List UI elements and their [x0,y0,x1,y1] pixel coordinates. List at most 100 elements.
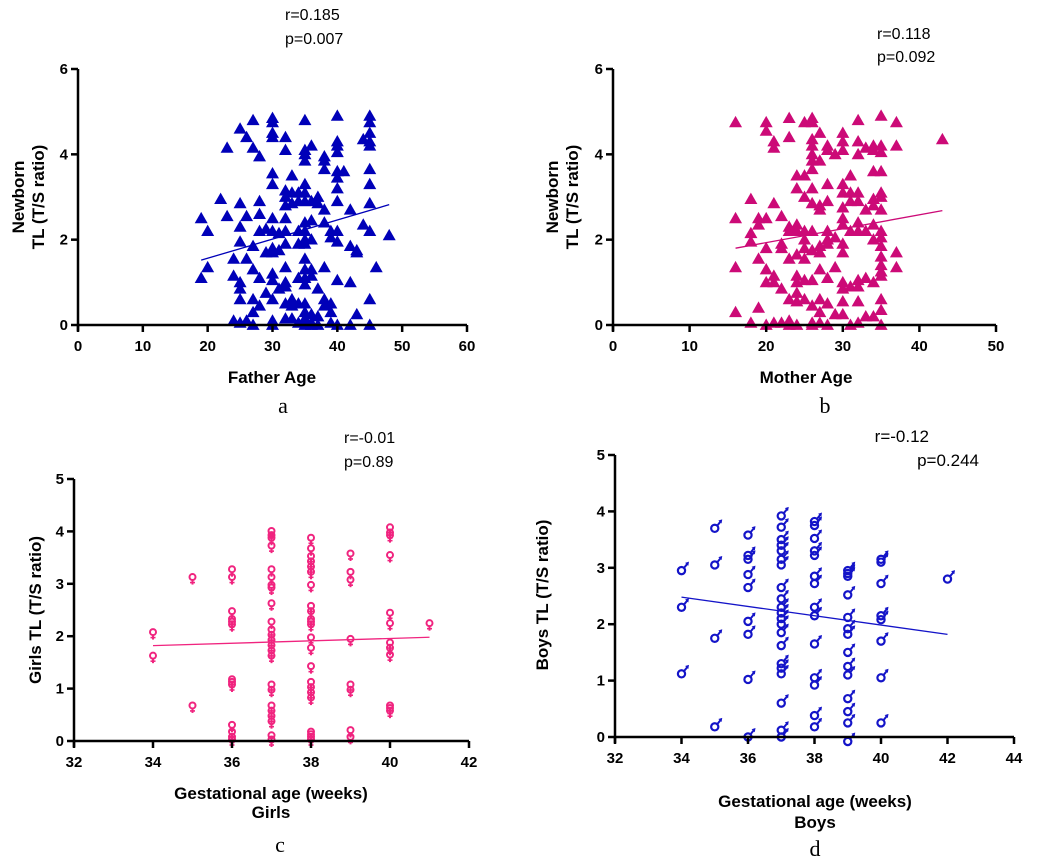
data-point [743,670,756,685]
x-tick-label: 34 [145,754,162,771]
data-point [776,518,789,532]
data-point [767,141,781,153]
data-point [356,218,370,230]
data-point [386,706,394,719]
data-point [889,139,903,151]
x-tick-label: 50 [394,338,411,355]
data-point [228,573,236,585]
data-point [350,245,364,258]
data-point [240,130,254,143]
data-point [710,555,723,570]
y-tick-label: 5 [597,447,605,464]
data-point [278,190,292,202]
data-point [386,608,394,621]
panel-b-y-title-line1: Newborn [543,161,562,234]
data-point [743,526,756,540]
data-point [828,147,842,160]
data-point [866,218,880,230]
data-point [710,519,723,534]
panel-d-fit-line [681,596,948,635]
data-point [752,252,766,264]
y-tick-label: 0 [60,317,68,334]
data-point [767,196,781,209]
data-point [272,243,286,256]
data-point [813,263,827,275]
data-point [790,218,804,230]
data-point [266,292,279,305]
data-point [790,269,804,281]
data-point [267,685,276,698]
x-tick-label: 38 [806,750,823,767]
data-point [330,224,344,237]
data-point [188,573,197,585]
y-tick-label: 6 [60,61,68,78]
data-point [843,732,856,747]
x-tick-label: 40 [329,338,346,355]
panel-a-letter: a [278,393,288,418]
panel-a-points [194,109,396,330]
data-point [240,209,254,222]
data-point [233,275,247,288]
data-point [266,273,279,286]
y-tick-label: 0 [56,733,64,750]
data-point [836,201,850,213]
data-point [285,312,299,324]
data-point [386,650,394,663]
data-point [782,252,796,264]
data-point [752,218,766,230]
data-point [307,567,315,580]
panel-d-x-title-line1: Gestational age (weeks) [718,792,912,811]
data-point [311,190,325,202]
data-point [836,275,850,288]
panel-c-stat-p: p=0.89 [344,454,393,471]
data-point [809,676,822,690]
data-point [227,269,241,281]
data-point [874,258,888,271]
data-point [346,634,355,647]
data-point [874,109,888,121]
y-tick-label: 0 [597,729,605,746]
data-point [240,314,254,326]
data-point [743,728,756,742]
data-point [267,651,276,664]
data-point [776,623,789,638]
panel-b-mother-age: 0 2 4 6 0 10 20 30 40 50 r=0.118 p=0.092 Mother A… [543,26,1004,418]
data-point [798,292,811,305]
panel-a-x-title: Father Age [228,368,316,387]
data-point [859,224,873,237]
panel-c-stat-r: r=-0.01 [344,430,395,447]
data-point [776,664,789,679]
data-point [710,717,723,732]
data-point [776,589,789,604]
data-point [809,634,822,649]
panel-b-stat-p: p=0.092 [877,49,935,66]
data-point [330,194,344,207]
y-tick-label: 2 [56,628,64,645]
panel-b-letter: b [820,393,831,418]
data-point [194,271,208,283]
data-point [874,239,888,251]
panel-b-stat-r: r=0.118 [877,26,931,43]
x-tick-label: 20 [758,338,775,355]
data-point [820,237,834,249]
data-point [363,196,377,209]
data-point [843,702,856,717]
panel-c-y-title: Girls TL (T/S ratio) [26,536,45,684]
data-point [935,132,949,145]
data-point [233,220,247,232]
x-tick-label: 34 [673,750,690,767]
data-point [267,583,276,596]
data-point [330,181,344,194]
data-point [743,625,756,640]
data-point [876,610,889,625]
data-point [228,680,236,692]
data-point [813,126,827,138]
data-point [233,196,247,209]
data-point [782,292,796,305]
data-point [809,529,822,544]
data-point [851,135,865,147]
data-point [813,245,827,258]
data-point [298,297,312,309]
data-point [809,598,822,612]
